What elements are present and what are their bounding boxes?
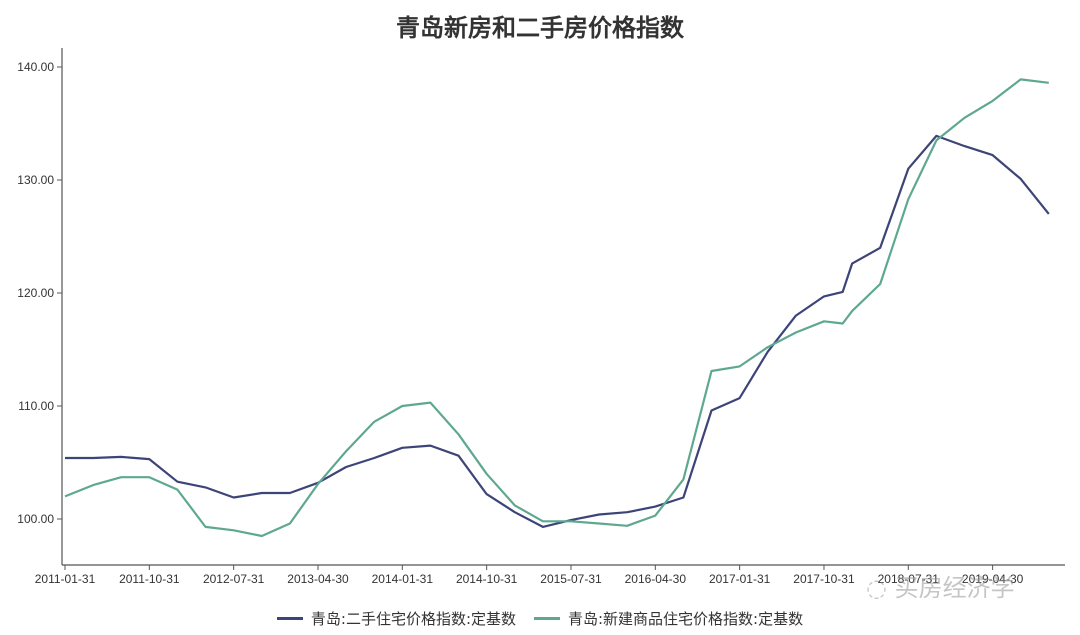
x-tick-label: 2014-10-31 — [456, 572, 518, 586]
x-tick-label: 2017-10-31 — [793, 572, 855, 586]
y-tick-label: 120.00 — [17, 286, 54, 300]
watermark: ◌ 买房经济学 — [866, 574, 1015, 602]
series-line-new-build — [64, 78, 1049, 538]
series-line-second-hand — [65, 134, 1050, 529]
legend: 青岛:二手住宅价格指数:定基数 青岛:新建商品住宅价格指数:定基数 — [0, 608, 1080, 629]
chart-title: 青岛新房和二手房价格指数 — [396, 14, 684, 42]
x-tick-label: 2016-04-30 — [625, 572, 687, 586]
x-tick-label: 2019-04-30 — [962, 572, 1024, 586]
x-tick-label: 2014-01-31 — [372, 572, 434, 586]
legend-label: 青岛:新建商品住宅价格指数:定基数 — [568, 610, 804, 628]
x-tick-label: 2017-01-31 — [709, 572, 771, 586]
legend-label: 青岛:二手住宅价格指数:定基数 — [310, 610, 516, 628]
x-tick-label: 2018-07-31 — [878, 572, 940, 586]
line-chart: 100.00 110.00 120.00 130.00 140.00 2011-01-31… — [17, 48, 1065, 586]
legend-swatch-second-hand — [276, 617, 303, 620]
y-tick-label: 110.00 — [18, 399, 54, 413]
x-tick-label: 2013-04-30 — [287, 572, 349, 586]
x-tick-label: 2015-07-31 — [540, 572, 602, 586]
legend-item-second-hand[interactable]: 青岛:二手住宅价格指数:定基数 — [276, 608, 516, 629]
x-tick-label: 2011-10-31 — [119, 572, 180, 586]
y-tick-label: 140.00 — [17, 60, 54, 74]
y-tick-label: 130.00 — [17, 173, 54, 187]
x-tick-label: 2012-07-31 — [203, 572, 265, 586]
legend-item-new-build[interactable]: 青岛:新建商品住宅价格指数:定基数 — [534, 608, 803, 629]
x-tick-label: 2011-01-31 — [35, 572, 96, 586]
axes: 100.00 110.00 120.00 130.00 140.00 2011-01-31… — [17, 48, 1065, 586]
y-tick-label: 100.00 — [17, 512, 54, 526]
series-lines — [64, 78, 1050, 538]
legend-swatch-new-build — [534, 617, 560, 620]
